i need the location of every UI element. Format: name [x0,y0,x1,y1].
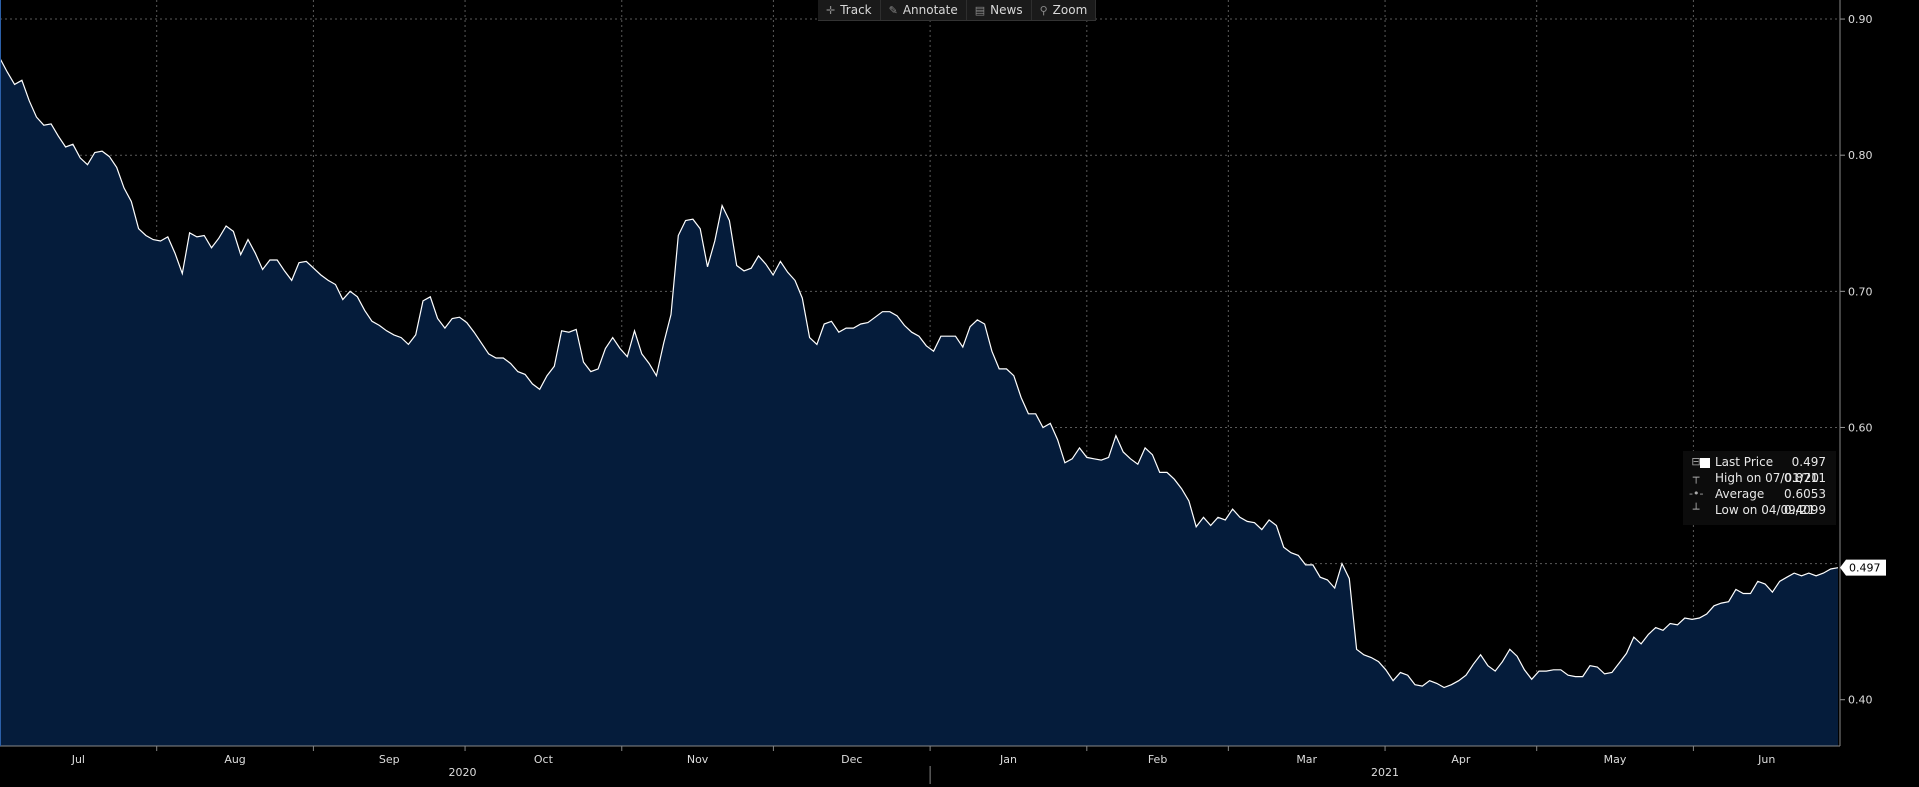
y-tick-label: 0.80 [1848,149,1873,162]
track-label: Track [840,3,872,17]
x-tick-label: Dec [841,753,862,766]
legend-low-value: 0.4099 [1784,503,1826,517]
zoom-label: Zoom [1052,3,1088,17]
low-marker-icon: ┴ [1692,503,1700,516]
y-tick-label: 0.40 [1848,694,1873,707]
news-label: News [990,3,1023,17]
y-axis: 0.90 0.80 0.70 0.60 0.40 0.497 [1839,0,1886,746]
pencil-icon: ✎ [888,3,898,17]
chart-legend: ⊟ Last Price 0.497 ┬ High on 07/01/20 0.… [1683,451,1836,525]
x-tick-label: Sep [379,753,400,766]
legend-row-average: -•- Average 0.6053 [1683,487,1836,503]
y-tick-label: 0.60 [1848,421,1873,434]
track-button[interactable]: ✛ Track [818,0,881,20]
legend-average-label: Average [1715,487,1765,501]
last-value-badge [1840,559,1886,576]
average-marker-icon: -•- [1689,487,1704,500]
x-tick-label: May [1604,753,1627,766]
x-tick-label: Jun [1757,753,1775,766]
legend-last-price-value: 0.497 [1791,455,1826,469]
year-label: 2021 [1371,766,1399,779]
chart-toolbar: ✛ Track ✎ Annotate ▤ News ⚲ Zoom [818,0,1097,21]
x-axis: Jul Aug Sep Oct Nov Dec Jan Feb Mar Apr May Jun 2020… [0,0,1840,784]
high-marker-icon: ┬ [1692,471,1700,484]
x-tick-label: Aug [224,753,245,766]
crosshair-icon: ✛ [826,3,836,17]
price-area [0,58,1838,746]
x-tick-label: Jan [999,753,1017,766]
legend-row-high: ┬ High on 07/01/20 0.8711 [1683,471,1836,487]
x-tick-label: Jul [71,753,85,766]
collapse-icon[interactable]: ⊟ [1691,455,1701,468]
year-label: 2020 [449,766,477,779]
legend-average-value: 0.6053 [1784,487,1826,501]
x-tick-label: Nov [687,753,709,766]
x-tick-label: Oct [534,753,554,766]
x-tick-label: Feb [1148,753,1167,766]
x-tick-label: Mar [1296,753,1317,766]
annotate-button[interactable]: ✎ Annotate [881,0,967,20]
legend-high-value: 0.8711 [1784,471,1826,485]
y-tick-label: 0.70 [1848,285,1873,298]
x-tick-label: Apr [1451,753,1471,766]
legend-last-price-label: Last Price [1715,455,1774,469]
y-tick-label: 0.90 [1848,13,1873,26]
magnifier-icon: ⚲ [1039,3,1048,17]
legend-row-last-price[interactable]: ⊟ Last Price 0.497 [1683,455,1836,471]
annotate-label: Annotate [902,3,958,17]
news-button[interactable]: ▤ News [967,0,1032,20]
price-line [0,58,1839,689]
legend-low-label: Low on 04/09/21 [1715,503,1816,517]
legend-row-low: ┴ Low on 04/09/21 0.4099 [1683,503,1836,519]
legend-swatch [1700,458,1710,468]
legend-high-label: High on 07/01/20 [1715,471,1820,485]
zoom-button[interactable]: ⚲ Zoom [1032,0,1097,20]
news-icon: ▤ [974,3,986,17]
last-value-label: 0.497 [1849,562,1881,575]
